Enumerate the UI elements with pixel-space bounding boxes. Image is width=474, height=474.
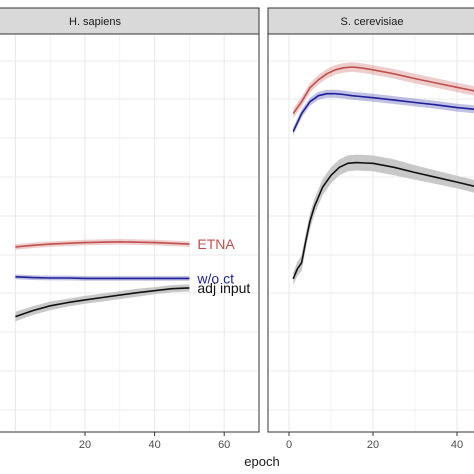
facet-left-x-ticks: 20 40 60 (79, 432, 230, 451)
facet-right-title: S. cerevisiae (341, 16, 404, 28)
confidence-band-etna (293, 62, 474, 119)
x-axis-title: epoch (244, 454, 279, 469)
facet-left-plot-background (0, 33, 260, 433)
series-label-adj-input: adj input (197, 280, 250, 296)
facet-right-confidence-bands (293, 62, 474, 285)
series-line-wo-ct (292, 92, 474, 132)
series-line-etna (15, 241, 190, 248)
x-tick-label: 40 (451, 439, 463, 451)
series-line-adj-input (15, 287, 190, 318)
series-line-wo-ct (15, 276, 190, 280)
x-tick-label: 40 (148, 439, 160, 451)
series-line-etna (292, 66, 474, 115)
x-tick-label: 20 (79, 439, 91, 451)
series-label-wo-ct: w/o ct (196, 270, 234, 286)
facet-left-title: H. sapiens (69, 16, 121, 28)
facet-right-grid (269, 35, 474, 431)
series-line-adj-input (292, 161, 474, 280)
facet-left-strip (0, 7, 260, 35)
confidence-band-wo-ct (293, 89, 474, 136)
facet-right-series-lines (292, 66, 474, 280)
series-label-etna: ETNA (197, 236, 235, 252)
x-tick-label: 20 (367, 439, 379, 451)
facet-left-grid (0, 35, 258, 431)
confidence-band-adj-input (15, 284, 190, 322)
facet-right-x-ticks: 0 20 40 (286, 432, 463, 451)
x-tick-label: 60 (218, 439, 230, 451)
x-tick-label: 0 (286, 439, 292, 451)
facet-left-series-lines (15, 241, 190, 318)
facet-right: S. cerevisiae 0 20 40 (267, 7, 474, 451)
